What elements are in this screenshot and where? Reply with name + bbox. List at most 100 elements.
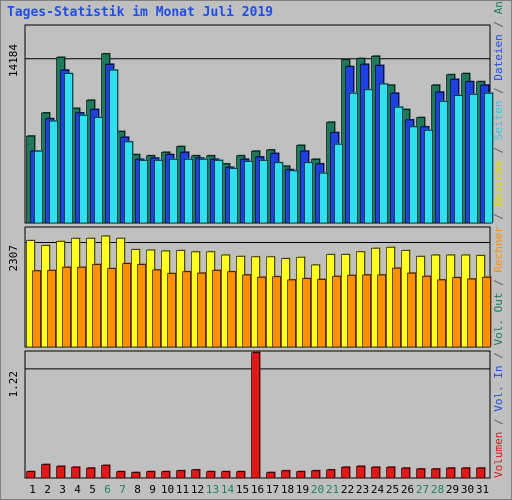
bar-rechner-31 bbox=[482, 276, 491, 348]
day-label-18: 18 bbox=[281, 483, 294, 496]
day-label-4: 4 bbox=[74, 483, 81, 496]
legend-item-9: / bbox=[492, 140, 505, 160]
bar-volumen-28 bbox=[431, 468, 440, 479]
day-label-7: 7 bbox=[119, 483, 126, 496]
day-label-14: 14 bbox=[221, 483, 235, 496]
bar-rechner-29 bbox=[452, 277, 461, 348]
bar-rechner-20 bbox=[317, 279, 326, 348]
bar-volumen-17 bbox=[266, 472, 275, 479]
legend: Volumen / Vol. In / Vol. Out / Rechner /… bbox=[492, 0, 505, 478]
bar-seiten-18 bbox=[289, 170, 298, 224]
bar-rechner-6 bbox=[107, 268, 116, 348]
bar-volumen-1 bbox=[26, 471, 35, 479]
day-label-29: 29 bbox=[446, 483, 459, 496]
day-label-26: 26 bbox=[401, 483, 414, 496]
day-label-24: 24 bbox=[371, 483, 385, 496]
bar-seiten-30 bbox=[469, 94, 478, 224]
bar-rechner-12 bbox=[197, 272, 206, 348]
ytick-label-bottom: 1.22 bbox=[7, 371, 20, 398]
bar-rechner-27 bbox=[422, 276, 431, 348]
bar-rechner-14 bbox=[227, 271, 236, 348]
bar-seiten-19 bbox=[304, 162, 313, 224]
bar-rechner-8 bbox=[137, 264, 146, 348]
bar-volumen-14 bbox=[221, 471, 230, 479]
ytick-label-top: 14184 bbox=[7, 44, 20, 77]
bar-rechner-17 bbox=[272, 276, 281, 348]
bar-rechner-28 bbox=[437, 279, 446, 348]
bar-seiten-5 bbox=[94, 117, 103, 224]
day-label-10: 10 bbox=[161, 483, 174, 496]
legend-item-3: / bbox=[492, 346, 505, 366]
bar-rechner-15 bbox=[242, 274, 251, 348]
bar-rechner-1 bbox=[32, 270, 41, 348]
bar-seiten-21 bbox=[334, 143, 343, 224]
bar-seiten-25 bbox=[394, 106, 403, 224]
legend-item-10: Seiten bbox=[492, 100, 505, 140]
legend-item-6: Rechner bbox=[492, 226, 505, 273]
bar-rechner-21 bbox=[332, 276, 341, 348]
day-label-19: 19 bbox=[296, 483, 309, 496]
day-label-28: 28 bbox=[431, 483, 444, 496]
legend-item-5: / bbox=[492, 273, 505, 293]
bar-seiten-15 bbox=[244, 161, 253, 224]
bar-rechner-19 bbox=[302, 278, 311, 348]
legend-item-4: Vol. Out bbox=[492, 293, 505, 346]
day-label-13: 13 bbox=[206, 483, 219, 496]
bar-rechner-25 bbox=[392, 267, 401, 348]
day-label-5: 5 bbox=[89, 483, 96, 496]
bar-rechner-9 bbox=[152, 269, 161, 348]
bar-seiten-27 bbox=[424, 130, 433, 224]
day-label-15: 15 bbox=[236, 483, 249, 496]
day-label-9: 9 bbox=[149, 483, 156, 496]
day-label-11: 11 bbox=[176, 483, 189, 496]
bar-seiten-12 bbox=[199, 159, 208, 224]
bar-seiten-3 bbox=[64, 73, 73, 224]
day-label-17: 17 bbox=[266, 483, 279, 496]
bar-volumen-3 bbox=[56, 466, 65, 479]
legend-item-0: Volumen bbox=[492, 432, 505, 478]
legend-item-2: Vol. In bbox=[492, 365, 505, 411]
bar-volumen-16 bbox=[251, 352, 260, 479]
bar-rechner-22 bbox=[347, 275, 356, 348]
bar-seiten-13 bbox=[214, 160, 223, 224]
legend-item-12: Dateien bbox=[492, 34, 505, 80]
day-label-27: 27 bbox=[416, 483, 429, 496]
bar-volumen-9 bbox=[146, 471, 155, 479]
bar-rechner-10 bbox=[167, 273, 176, 348]
bar-seiten-4 bbox=[79, 115, 88, 224]
bar-seiten-24 bbox=[379, 83, 388, 224]
bar-seiten-17 bbox=[274, 162, 283, 224]
bar-seiten-2 bbox=[49, 120, 58, 224]
legend-item-13: / bbox=[492, 14, 505, 34]
bar-seiten-8 bbox=[139, 160, 148, 224]
bar-rechner-24 bbox=[377, 274, 386, 348]
ytick-label-middle: 2307 bbox=[7, 245, 20, 272]
bar-rechner-30 bbox=[467, 278, 476, 348]
bar-volumen-24 bbox=[371, 466, 380, 479]
bar-rechner-3 bbox=[62, 267, 71, 348]
bar-seiten-23 bbox=[364, 89, 373, 224]
bar-rechner-23 bbox=[362, 274, 371, 348]
bar-volumen-5 bbox=[86, 467, 95, 479]
bar-volumen-6 bbox=[101, 465, 110, 479]
bar-volumen-13 bbox=[206, 471, 215, 479]
bar-seiten-10 bbox=[169, 159, 178, 224]
bar-seiten-7 bbox=[124, 141, 133, 224]
bar-rechner-18 bbox=[287, 279, 296, 348]
bar-rechner-2 bbox=[47, 270, 56, 348]
bar-seiten-20 bbox=[319, 172, 328, 224]
day-label-16: 16 bbox=[251, 483, 264, 496]
bar-volumen-7 bbox=[116, 471, 125, 479]
bar-seiten-11 bbox=[184, 159, 193, 224]
legend-item-8: Besuche bbox=[492, 160, 505, 206]
bar-volumen-23 bbox=[356, 466, 365, 479]
bar-volumen-27 bbox=[416, 468, 425, 479]
bar-volumen-25 bbox=[386, 466, 395, 479]
day-label-23: 23 bbox=[356, 483, 369, 496]
bar-volumen-10 bbox=[161, 471, 170, 479]
bar-volumen-18 bbox=[281, 470, 290, 479]
bar-volumen-15 bbox=[236, 471, 245, 479]
bar-seiten-31 bbox=[484, 93, 493, 224]
bar-rechner-13 bbox=[212, 270, 221, 348]
